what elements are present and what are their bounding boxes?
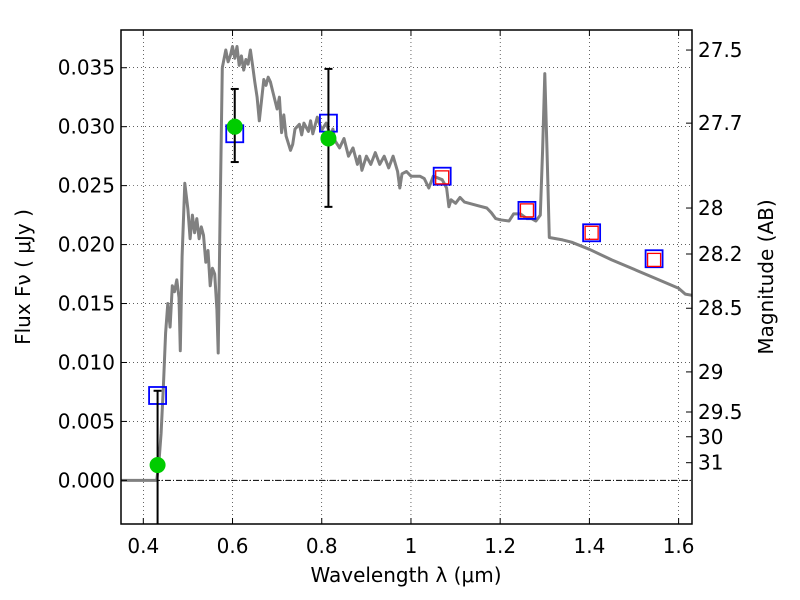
y2-tick-label: 31 bbox=[698, 451, 723, 475]
y-tick-label: 0.025 bbox=[58, 174, 115, 198]
y-tick-label: 0.005 bbox=[58, 409, 115, 433]
model-photometry-red-square bbox=[435, 170, 450, 185]
y2-tick-label: 27.7 bbox=[698, 111, 743, 135]
model-photometry-blue-square bbox=[582, 223, 602, 243]
model-photometry-blue-square bbox=[517, 200, 537, 220]
x-tick-label: 1.2 bbox=[484, 534, 516, 558]
observed-flux-point bbox=[226, 118, 243, 135]
y-tick-label: 0.015 bbox=[58, 292, 115, 316]
observed-flux-point bbox=[320, 130, 337, 147]
y-tick-label: 0.030 bbox=[58, 115, 115, 139]
x-tick-label: 0.4 bbox=[127, 534, 159, 558]
marker-layer bbox=[148, 67, 664, 524]
ticks: 0.4 0.6 0.8 1 1.2 1.4 1.6 0.000 0.005 0.010 0.015 0… bbox=[58, 30, 743, 558]
y2-tick-label: 27.5 bbox=[698, 38, 743, 62]
plot-background bbox=[121, 30, 692, 524]
plot-frame bbox=[120, 29, 693, 525]
x-tick-label: 1.6 bbox=[663, 534, 695, 558]
sed-model-line bbox=[121, 45, 693, 482]
x-tick-label: 0.6 bbox=[217, 534, 249, 558]
y-tick-label: 0.020 bbox=[58, 233, 115, 257]
model-photometry-blue-square bbox=[644, 249, 664, 269]
y-tick-label: 0.000 bbox=[58, 468, 115, 492]
model-photometry-red-square bbox=[646, 252, 662, 268]
series-layer bbox=[121, 45, 693, 482]
y2-axis-label: Magnitude (AB) bbox=[754, 199, 778, 354]
y2-tick-label: 29.5 bbox=[698, 400, 743, 424]
x-tick-label: 1.4 bbox=[573, 534, 605, 558]
y-tick-label: 0.035 bbox=[58, 56, 115, 80]
y2-tick-label: 28 bbox=[698, 196, 723, 220]
y2-tick-label: 29 bbox=[698, 360, 723, 384]
y-axis-label: Flux Fν ( μJy ) bbox=[11, 209, 35, 345]
model-photometry-red-square bbox=[519, 203, 535, 218]
observed-flux-point bbox=[149, 457, 166, 474]
model-photometry-red-square bbox=[584, 225, 599, 240]
x-tick-label: 0.8 bbox=[306, 534, 338, 558]
model-photometry-blue-square bbox=[432, 166, 452, 186]
y2-tick-label: 28.5 bbox=[698, 296, 743, 320]
x-axis-label: Wavelength λ (μm) bbox=[310, 563, 501, 587]
x-tick-label: 1 bbox=[405, 534, 418, 558]
y2-tick-label: 28.2 bbox=[698, 242, 743, 266]
y-tick-label: 0.010 bbox=[58, 350, 115, 374]
y2-tick-label: 30 bbox=[698, 425, 723, 449]
